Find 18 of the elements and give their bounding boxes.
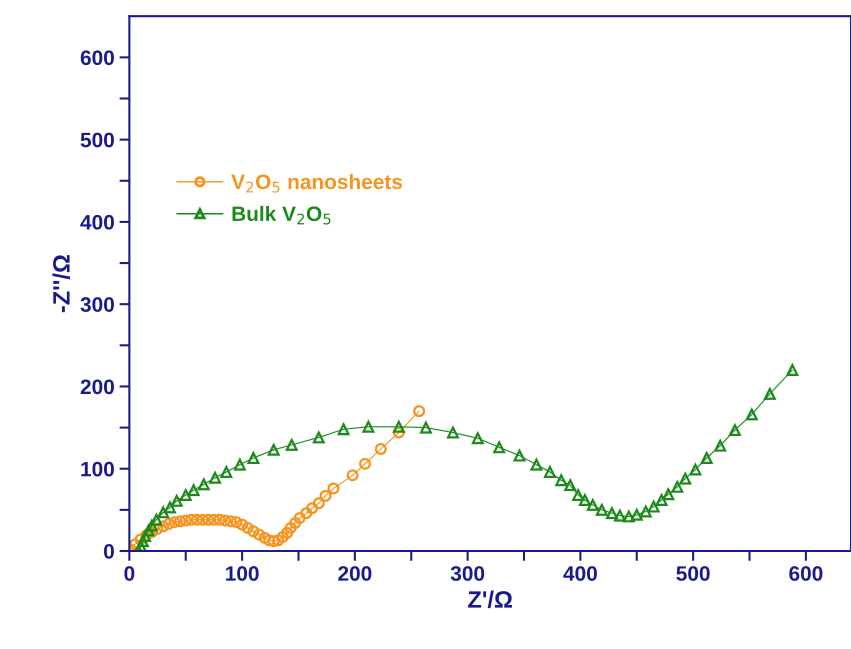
y-axis-title: -Z''/Ω (52, 255, 70, 312)
y-tick-label: 300 (80, 297, 114, 312)
x-tick-label: 600 (789, 566, 822, 581)
x-tick-label: 500 (676, 566, 710, 581)
x-tick-label: 100 (226, 566, 259, 581)
x-tick-label: 300 (450, 566, 484, 581)
y-tick-label: 200 (80, 379, 114, 394)
y-tick-label: 500 (80, 132, 114, 148)
y-tick-label: 100 (81, 462, 114, 476)
y-tick-label: 600 (80, 50, 114, 66)
x-tick-label: 400 (563, 566, 597, 581)
legend-label: V$_{2}$O$_{5}$ nanosheets (231, 174, 402, 193)
y-tick-label: 0 (104, 544, 114, 559)
x-tick-label: 0 (124, 566, 134, 581)
x-tick-label: 200 (338, 566, 372, 581)
legend-label: Bulk V$_{2}$O$_{5}$ (232, 206, 330, 225)
x-axis-title: Z'/Ω (468, 590, 512, 608)
y-tick-label: 400 (80, 214, 114, 230)
